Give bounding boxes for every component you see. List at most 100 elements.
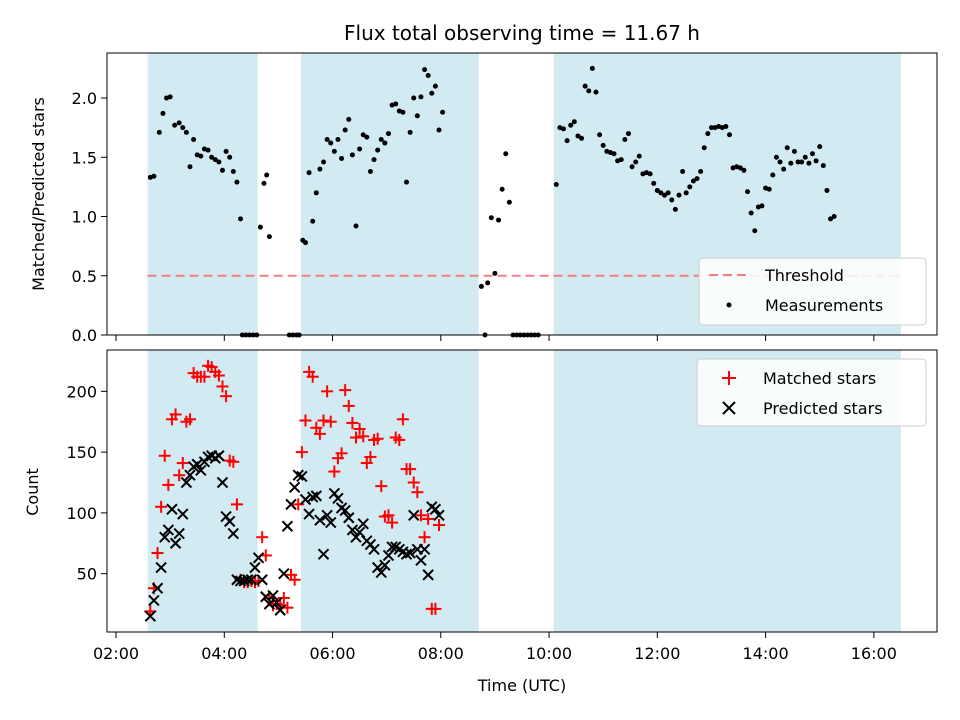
measurement-point: [205, 147, 211, 153]
measurement-point: [261, 180, 267, 186]
matched-star-point: [169, 408, 182, 421]
measurement-point: [582, 83, 588, 89]
measurement-point: [766, 186, 772, 192]
measurement-point: [784, 145, 790, 151]
measurement-point: [234, 179, 240, 185]
matched-star-point: [386, 516, 399, 529]
bottom-y-tick-label: 200: [66, 382, 97, 401]
matched-star-point: [382, 509, 395, 522]
measurement-point: [191, 136, 197, 142]
measurement-point: [828, 216, 834, 222]
predicted-star-point: [256, 574, 268, 586]
measurement-point: [741, 167, 747, 173]
matched-star-point: [151, 546, 164, 559]
x-tick-label: 14:00: [743, 644, 789, 663]
top-y-tick-label: 1.0: [72, 208, 97, 227]
predicted-star-point: [173, 527, 185, 540]
measurement-point: [770, 172, 776, 178]
measurement-point: [313, 190, 319, 196]
matched-star-point: [411, 486, 424, 499]
measurement-point: [321, 159, 327, 165]
measurement-point: [698, 168, 704, 174]
matched-star-point: [353, 423, 366, 436]
predicted-star-point: [252, 552, 265, 564]
matched-star-point: [155, 500, 168, 513]
predicted-star-point: [408, 509, 420, 522]
x-tick-label: 02:00: [93, 644, 139, 663]
measurement-point: [625, 131, 631, 137]
predicted-star-point: [270, 597, 283, 609]
matched-star-point: [346, 416, 359, 429]
top-ylabel: Matched/Predicted stars: [29, 97, 48, 291]
measurement-point: [777, 159, 783, 165]
measurement-point: [488, 215, 494, 221]
measurement-point: [302, 240, 308, 246]
x-axis-label: Time (UTC): [477, 676, 566, 695]
measurement-point: [357, 146, 363, 152]
measurement-point: [219, 167, 225, 173]
measurement-point: [506, 199, 512, 205]
measurement-point: [429, 90, 435, 96]
matched-star-point: [256, 531, 269, 544]
measurement-point: [701, 145, 707, 151]
predicted-star-point: [357, 518, 369, 530]
matched-star-point: [328, 465, 341, 478]
measurement-point: [629, 164, 635, 170]
measurement-point: [748, 210, 754, 216]
measurement-point: [597, 132, 603, 138]
predicted-star-point: [296, 470, 308, 483]
measurement-point: [187, 164, 193, 170]
matched-star-point: [414, 509, 427, 522]
measurement-point: [791, 148, 797, 154]
predicted-star-point: [184, 469, 196, 481]
bottom-y-tick-label: 150: [66, 443, 97, 462]
measurement-point: [223, 148, 229, 154]
measurement-point: [727, 132, 732, 138]
measurement-point: [831, 214, 837, 220]
measurement-point: [683, 190, 689, 196]
predicted-star-point: [249, 561, 261, 574]
predicted-star-point: [278, 567, 290, 580]
measurement-point: [151, 173, 157, 179]
matched-star-point: [158, 449, 171, 462]
measurement-point: [676, 192, 682, 198]
measurement-point: [499, 186, 505, 192]
measurement-point: [575, 133, 581, 139]
predicted-star-point: [379, 559, 391, 571]
matched-star-point: [288, 573, 301, 586]
measurement-point: [672, 206, 678, 212]
measurement-point: [561, 126, 566, 132]
predicted-star-point: [321, 509, 333, 522]
matched-star-point: [422, 512, 435, 525]
measurement-point: [400, 109, 406, 115]
measurement-point: [172, 122, 178, 128]
measurement-point: [393, 101, 399, 107]
predicted-star-point: [144, 610, 157, 622]
measurement-point: [820, 163, 826, 169]
measurement-point: [342, 127, 348, 133]
predicted-star-point: [151, 582, 164, 594]
matched-star-point: [184, 413, 196, 426]
measurement-point: [371, 157, 377, 163]
matched-star-point: [230, 498, 243, 511]
measurement-point: [404, 179, 410, 185]
predicted-star-point: [418, 543, 431, 556]
bottom-axes-frame: [106, 349, 938, 633]
matched-star-point: [220, 390, 233, 403]
predicted-star-point: [169, 537, 182, 549]
measurement-point: [310, 218, 316, 224]
matched-star-point: [339, 384, 352, 397]
measurement-point: [600, 142, 606, 148]
bottom-y-tick-label: 100: [66, 504, 97, 523]
measurement-point: [432, 83, 438, 89]
measurement-point: [665, 190, 671, 196]
measurement-point: [496, 217, 502, 223]
matched-star-point: [396, 413, 409, 426]
matched-star-point: [357, 430, 370, 443]
measurement-point: [264, 172, 270, 178]
predicted-star-point: [213, 450, 225, 462]
bottom-legend: Matched stars Predicted stars: [696, 358, 927, 427]
measurement-point: [568, 122, 574, 128]
x-tick-label: 10:00: [526, 644, 572, 663]
